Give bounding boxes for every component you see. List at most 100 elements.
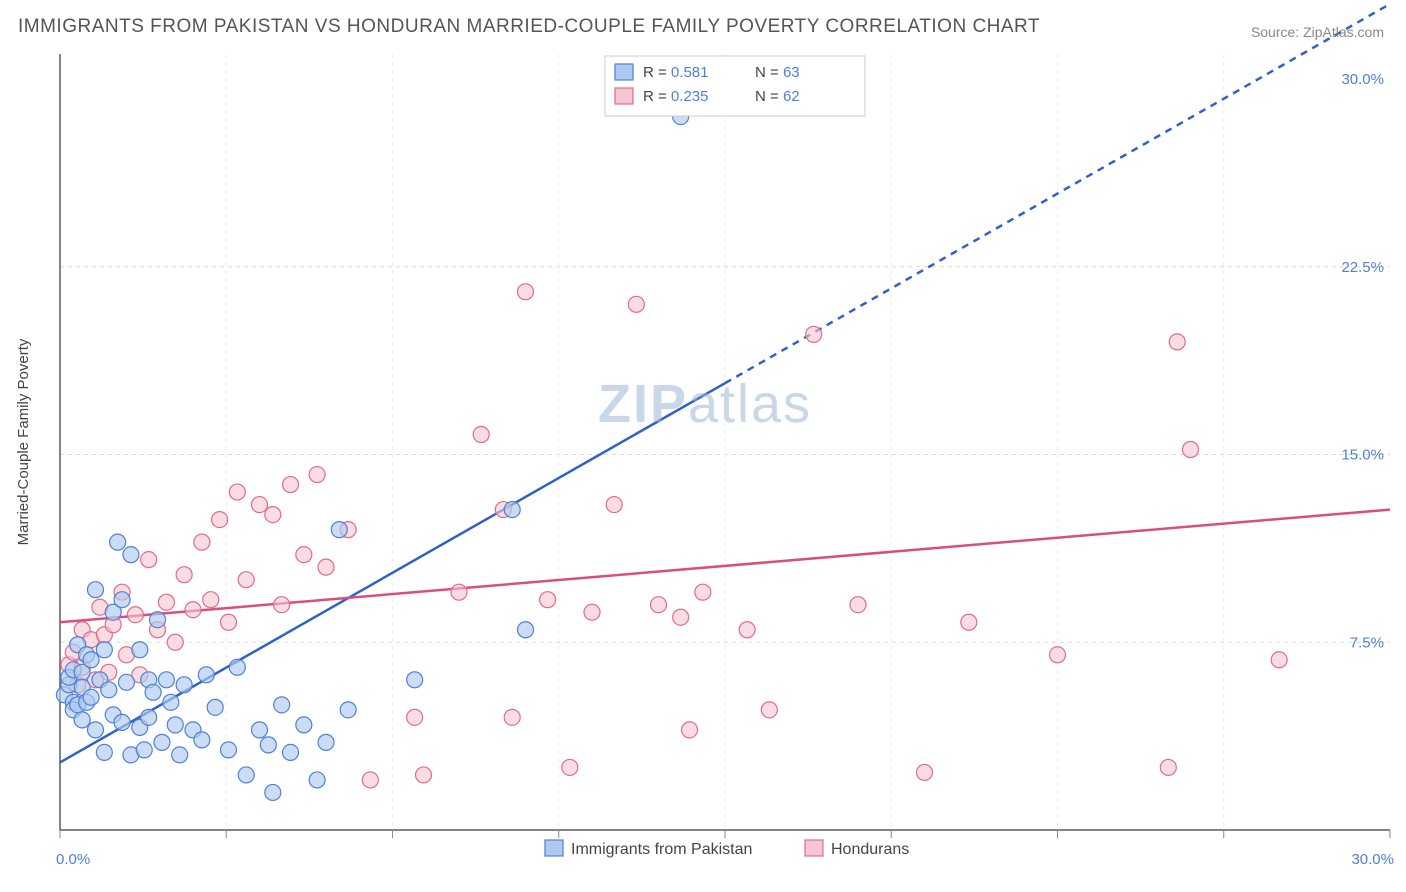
data-point [96, 744, 112, 760]
data-point [1271, 652, 1287, 668]
data-point [416, 767, 432, 783]
data-point [562, 759, 578, 775]
data-point [651, 597, 667, 613]
data-point [806, 326, 822, 342]
data-point [141, 709, 157, 725]
data-point [172, 747, 188, 763]
data-point [229, 659, 245, 675]
data-point [296, 717, 312, 733]
data-point [606, 497, 622, 513]
x-max-label: 30.0% [1351, 851, 1394, 868]
data-point [274, 597, 290, 613]
data-point [150, 612, 166, 628]
data-point [158, 672, 174, 688]
data-point [203, 592, 219, 608]
legend-bottom-label: Hondurans [831, 841, 909, 858]
x-min-label: 0.0% [56, 851, 90, 868]
data-point [119, 674, 135, 690]
legend-bottom-label: Immigrants from Pakistan [571, 841, 752, 858]
data-point [296, 547, 312, 563]
data-point [141, 552, 157, 568]
data-point [198, 667, 214, 683]
data-point [318, 734, 334, 750]
data-point [1160, 759, 1176, 775]
data-point [309, 467, 325, 483]
data-point [739, 622, 755, 638]
data-point [114, 714, 130, 730]
data-point [252, 722, 268, 738]
data-point [260, 737, 276, 753]
data-point [628, 296, 644, 312]
data-point [136, 742, 152, 758]
data-point [212, 512, 228, 528]
data-point [83, 652, 99, 668]
data-point [158, 594, 174, 610]
data-point [407, 709, 423, 725]
y-tick-label: 22.5% [1341, 259, 1384, 276]
data-point [318, 559, 334, 575]
data-point [167, 717, 183, 733]
data-point [194, 534, 210, 550]
source-label: Source: ZipAtlas.com [1251, 24, 1384, 40]
data-point [123, 547, 139, 563]
data-point [1183, 442, 1199, 458]
legend-bottom-swatch [805, 840, 823, 856]
data-point [340, 702, 356, 718]
data-point [283, 477, 299, 493]
data-point [695, 584, 711, 600]
y-axis-title: Married-Couple Family Poverty [15, 338, 32, 545]
data-point [185, 602, 201, 618]
legend-r: R = 0.235 [643, 88, 708, 105]
data-point [154, 734, 170, 750]
data-point [504, 502, 520, 518]
data-point [961, 614, 977, 630]
data-point [220, 614, 236, 630]
legend-n: N = 62 [755, 88, 800, 105]
data-point [504, 709, 520, 725]
data-point [584, 604, 600, 620]
data-point [518, 622, 534, 638]
data-point [1050, 647, 1066, 663]
data-point [176, 567, 192, 583]
data-point [274, 697, 290, 713]
data-point [114, 592, 130, 608]
data-point [145, 684, 161, 700]
data-point [127, 607, 143, 623]
data-point [362, 772, 378, 788]
data-point [96, 642, 112, 658]
data-point [850, 597, 866, 613]
data-point [761, 702, 777, 718]
data-point [265, 784, 281, 800]
data-point [917, 764, 933, 780]
data-point [229, 484, 245, 500]
data-point [87, 722, 103, 738]
chart-title: IMMIGRANTS FROM PAKISTAN VS HONDURAN MAR… [18, 16, 1040, 38]
legend-swatch [615, 88, 633, 104]
y-tick-label: 30.0% [1341, 71, 1384, 88]
data-point [194, 732, 210, 748]
legend-r: R = 0.581 [643, 64, 708, 81]
data-point [252, 497, 268, 513]
data-point [309, 772, 325, 788]
data-point [87, 582, 103, 598]
data-point [407, 672, 423, 688]
data-point [220, 742, 236, 758]
data-point [451, 584, 467, 600]
data-point [74, 712, 90, 728]
legend-n: N = 63 [755, 64, 800, 81]
data-point [238, 572, 254, 588]
data-point [132, 642, 148, 658]
data-point [673, 609, 689, 625]
data-point [473, 426, 489, 442]
data-point [83, 689, 99, 705]
legend-bottom-swatch [545, 840, 563, 856]
data-point [331, 522, 347, 538]
data-point [176, 677, 192, 693]
data-point [518, 284, 534, 300]
data-point [283, 744, 299, 760]
data-point [1169, 334, 1185, 350]
y-tick-label: 7.5% [1350, 634, 1384, 651]
data-point [682, 722, 698, 738]
y-tick-label: 15.0% [1341, 447, 1384, 464]
data-point [207, 699, 223, 715]
